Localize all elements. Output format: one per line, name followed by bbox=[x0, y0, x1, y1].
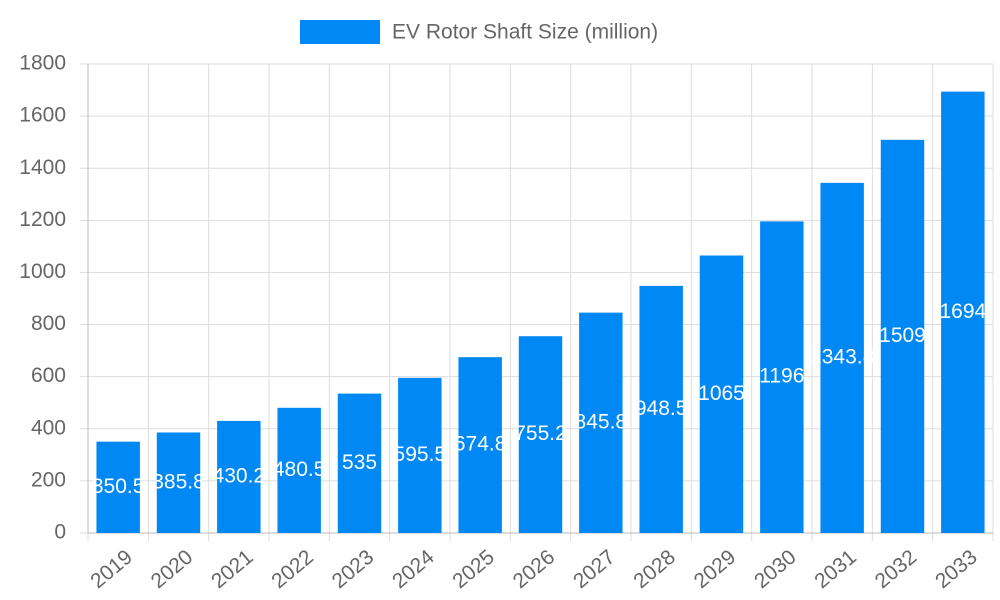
x-tick-label: 2027 bbox=[569, 545, 620, 593]
data-label: 385.8 bbox=[152, 470, 205, 493]
y-tick-label: 400 bbox=[31, 416, 66, 439]
x-tick-label: 2020 bbox=[147, 545, 198, 593]
x-tick-label: 2028 bbox=[629, 545, 680, 593]
y-tick-label: 600 bbox=[31, 364, 66, 387]
x-tick-label: 2033 bbox=[931, 545, 982, 593]
x-tick-label: 2025 bbox=[448, 545, 499, 593]
data-label: 430.2 bbox=[213, 465, 266, 488]
y-tick-label: 200 bbox=[31, 468, 66, 491]
data-label: 948.5 bbox=[635, 397, 688, 420]
bar bbox=[760, 221, 804, 533]
bar bbox=[398, 377, 442, 533]
bar bbox=[699, 255, 744, 533]
bar bbox=[941, 91, 985, 533]
bar bbox=[156, 432, 201, 533]
data-label: 1343.8 bbox=[810, 345, 874, 368]
bar bbox=[880, 139, 925, 534]
x-tick-label: 2023 bbox=[328, 545, 379, 593]
bar bbox=[639, 285, 683, 533]
bar bbox=[458, 357, 502, 533]
bar bbox=[820, 182, 864, 533]
data-label: 1196 bbox=[759, 365, 804, 388]
x-tick-label: 2022 bbox=[267, 545, 318, 593]
bar bbox=[96, 441, 140, 533]
bar bbox=[337, 393, 382, 533]
data-label: 755.2 bbox=[514, 422, 567, 445]
data-label: 480.5 bbox=[273, 458, 326, 481]
legend-swatch bbox=[300, 20, 380, 44]
data-label: 1065 bbox=[698, 382, 745, 405]
data-label: 535 bbox=[342, 451, 377, 474]
data-label: 845.8 bbox=[575, 410, 628, 433]
x-tick-label: 2024 bbox=[388, 545, 439, 593]
data-label: 1509 bbox=[879, 324, 926, 347]
y-tick-label: 1800 bbox=[19, 52, 66, 75]
y-tick-label: 800 bbox=[31, 312, 66, 335]
y-tick-label: 1400 bbox=[19, 156, 66, 179]
bar bbox=[217, 420, 261, 533]
y-tick-label: 1000 bbox=[19, 260, 66, 283]
data-label: 595.5 bbox=[394, 443, 447, 466]
x-tick-label: 2031 bbox=[810, 545, 861, 593]
x-tick-label: 2019 bbox=[86, 545, 137, 593]
data-label: 350.5 bbox=[92, 475, 145, 498]
bar bbox=[518, 336, 563, 533]
legend-label: EV Rotor Shaft Size (million) bbox=[392, 21, 658, 44]
x-tick-label: 2026 bbox=[509, 545, 560, 593]
x-tick-label: 2021 bbox=[207, 545, 258, 593]
data-label: 1694 bbox=[939, 300, 986, 323]
bar bbox=[277, 407, 321, 533]
y-tick-label: 0 bbox=[54, 521, 66, 544]
data-label: 674.8 bbox=[454, 433, 507, 456]
y-tick-label: 1600 bbox=[19, 104, 66, 127]
x-tick-label: 2030 bbox=[750, 545, 801, 593]
bar bbox=[579, 312, 623, 533]
y-tick-label: 1200 bbox=[19, 208, 66, 231]
x-tick-label: 2029 bbox=[690, 545, 741, 593]
x-tick-label: 2032 bbox=[871, 545, 922, 593]
